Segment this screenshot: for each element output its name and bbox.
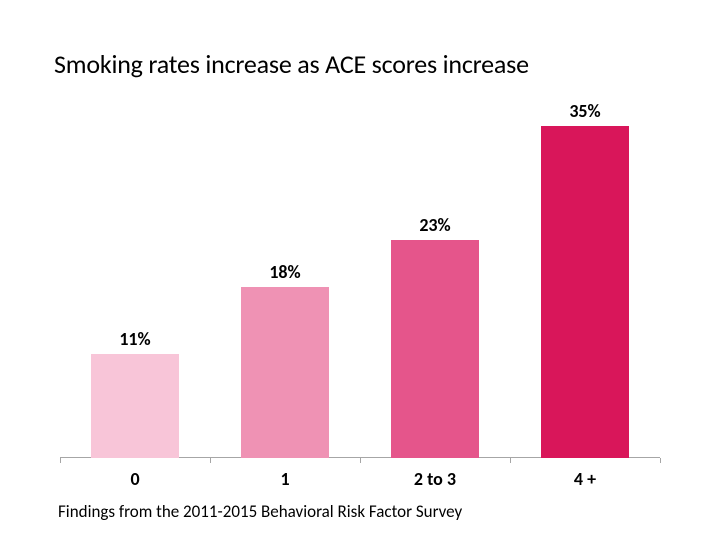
bar xyxy=(241,287,329,458)
axis-tick xyxy=(660,458,661,463)
bar-group: 18% xyxy=(210,98,360,458)
category-label: 4 + xyxy=(510,468,660,490)
bar xyxy=(391,240,479,458)
chart-title: Smoking rates increase as ACE scores inc… xyxy=(54,48,529,80)
bar xyxy=(541,126,629,458)
bar-value-label: 18% xyxy=(269,261,300,283)
bar-group: 35% xyxy=(510,98,660,458)
slide: Smoking rates increase as ACE scores inc… xyxy=(0,0,720,540)
category-label: 0 xyxy=(60,468,210,490)
bar-group: 11% xyxy=(60,98,210,458)
plot-area: 11%018%123%2 to 335%4 + xyxy=(60,98,660,458)
axis-tick xyxy=(210,458,211,463)
bar-value-label: 35% xyxy=(569,100,600,122)
footnote: Findings from the 2011-2015 Behavioral R… xyxy=(58,501,462,522)
axis-tick xyxy=(360,458,361,463)
axis-tick xyxy=(510,458,511,463)
bar-group: 23% xyxy=(360,98,510,458)
bar-value-label: 23% xyxy=(419,214,450,236)
bar-value-label: 11% xyxy=(119,328,150,350)
bar-chart: 11%018%123%2 to 335%4 + xyxy=(60,98,660,458)
bar xyxy=(91,354,179,458)
category-label: 1 xyxy=(210,468,360,490)
axis-tick xyxy=(60,458,61,463)
category-label: 2 to 3 xyxy=(360,468,510,490)
